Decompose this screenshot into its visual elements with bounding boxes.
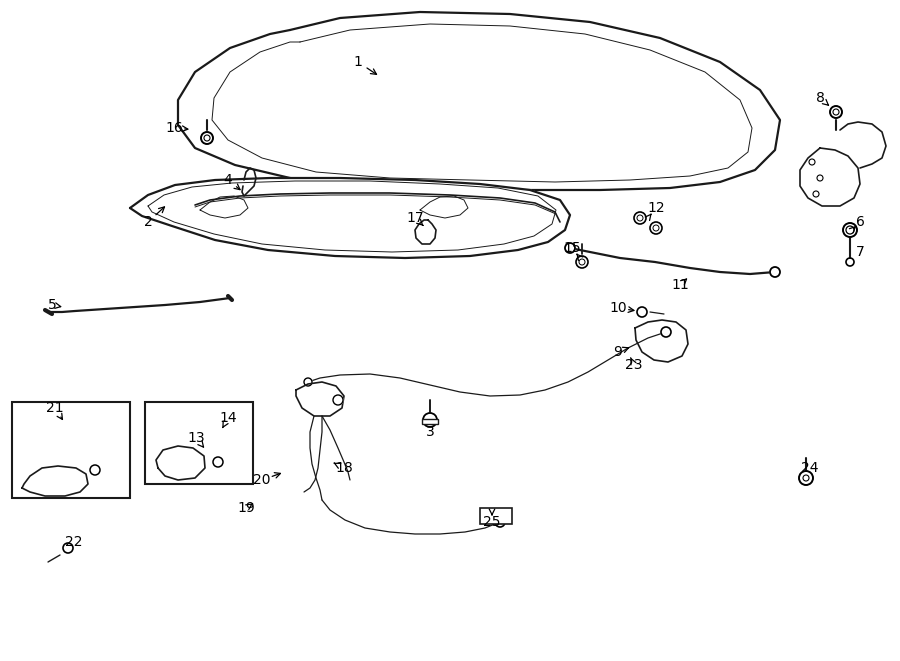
Circle shape [799, 471, 813, 485]
Circle shape [495, 517, 505, 527]
Circle shape [833, 109, 839, 115]
Circle shape [423, 413, 437, 427]
Polygon shape [800, 148, 860, 206]
Text: 13: 13 [187, 431, 205, 445]
Circle shape [637, 307, 647, 317]
Text: 23: 23 [626, 358, 643, 372]
Bar [422, 419, 438, 424]
Circle shape [817, 175, 823, 181]
Circle shape [213, 457, 223, 467]
Circle shape [90, 465, 100, 475]
Circle shape [843, 223, 857, 237]
Polygon shape [635, 320, 688, 362]
Text: 15: 15 [563, 241, 580, 255]
Circle shape [579, 259, 585, 265]
Polygon shape [200, 196, 248, 218]
Text: 7: 7 [856, 245, 864, 259]
Text: 4: 4 [223, 173, 232, 187]
Circle shape [333, 395, 343, 405]
Text: 2: 2 [144, 215, 152, 229]
Polygon shape [296, 382, 344, 416]
Text: 6: 6 [856, 215, 864, 229]
Text: 11: 11 [671, 278, 688, 292]
Circle shape [803, 475, 809, 481]
Text: 14: 14 [220, 411, 237, 425]
Text: 10: 10 [609, 301, 626, 315]
Circle shape [846, 226, 854, 234]
Circle shape [204, 135, 210, 141]
Circle shape [634, 212, 646, 224]
Text: 9: 9 [614, 345, 623, 359]
Bar [480, 508, 512, 524]
Text: 24: 24 [801, 461, 819, 475]
Text: 16: 16 [165, 121, 183, 135]
Text: 22: 22 [65, 535, 83, 549]
Bar [12, 402, 130, 498]
Circle shape [637, 215, 643, 221]
Circle shape [63, 543, 73, 553]
Circle shape [661, 327, 671, 337]
Circle shape [304, 378, 312, 386]
Polygon shape [130, 178, 570, 258]
Circle shape [650, 222, 662, 234]
Circle shape [565, 243, 575, 253]
Polygon shape [178, 12, 780, 190]
Circle shape [846, 258, 854, 266]
Polygon shape [415, 220, 436, 244]
Text: 20: 20 [253, 473, 271, 487]
Text: 25: 25 [483, 515, 500, 529]
Text: 5: 5 [48, 298, 57, 312]
Circle shape [770, 267, 780, 277]
Polygon shape [420, 196, 468, 218]
Text: 3: 3 [426, 425, 435, 439]
Circle shape [653, 225, 659, 231]
Circle shape [809, 159, 815, 165]
Text: 17: 17 [406, 211, 424, 225]
Text: 19: 19 [237, 501, 255, 515]
Circle shape [830, 106, 842, 118]
Text: 18: 18 [335, 461, 353, 475]
Circle shape [576, 256, 588, 268]
Text: 1: 1 [354, 55, 363, 69]
Text: 21: 21 [46, 401, 64, 415]
Text: 8: 8 [815, 91, 824, 105]
Circle shape [813, 191, 819, 197]
Circle shape [201, 132, 213, 144]
Text: 12: 12 [647, 201, 665, 215]
Bar [145, 402, 253, 484]
